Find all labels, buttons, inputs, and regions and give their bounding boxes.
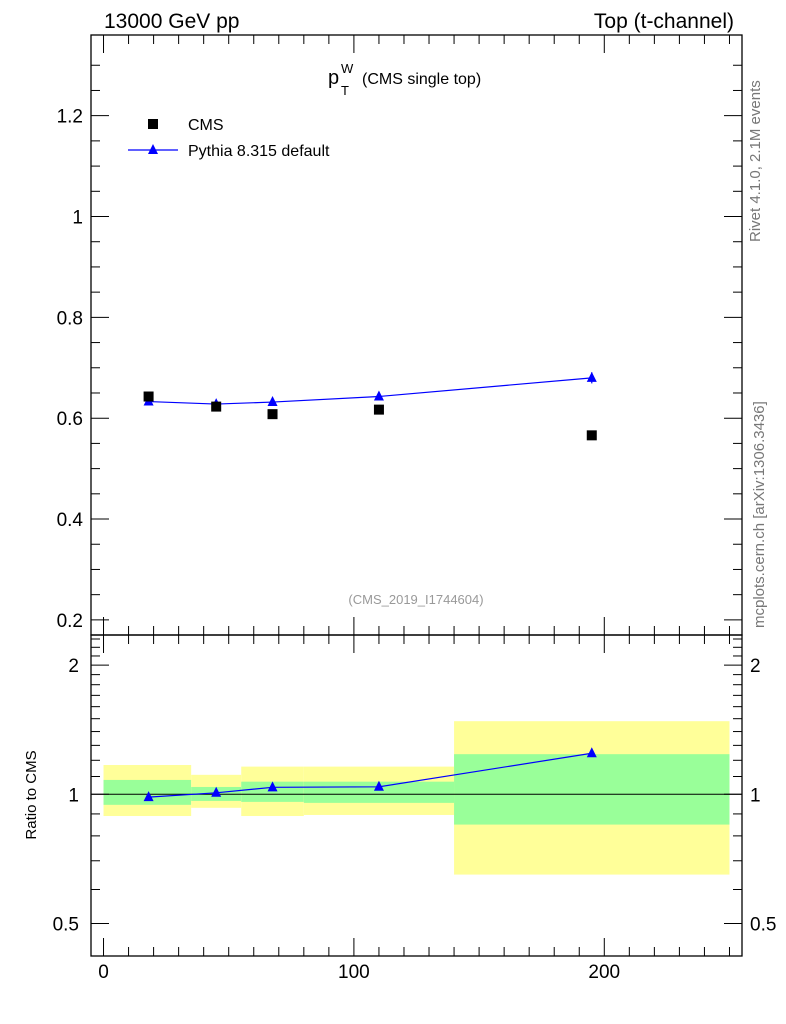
ratio-band-inner — [454, 754, 730, 825]
ratio-xtick-label: 200 — [588, 962, 620, 983]
ratio-ytick-label-right: 0.5 — [750, 914, 776, 935]
plot-title-main: p — [328, 67, 339, 89]
main-ticks — [91, 35, 742, 635]
legend-mc-marker — [148, 144, 158, 154]
main-ytick-label: 0.2 — [57, 611, 83, 632]
source-label: mcplots.cern.ch [arXiv:1306.3436] — [751, 401, 768, 628]
ratio-ytick-label: 1 — [68, 785, 79, 806]
rivet-label: Rivet 4.1.0, 2.1M events — [747, 80, 764, 242]
mc-line — [148, 377, 592, 405]
mc-point — [267, 396, 278, 407]
data-point — [211, 401, 222, 412]
ratio-tick-labels: 0.5 0.5 1 1 2 2 0 100 200 — [53, 656, 777, 983]
plot-title-sub: T — [341, 83, 349, 98]
header-right: Top (t-channel) — [594, 10, 734, 33]
data-point — [586, 430, 597, 441]
mc-point — [586, 371, 597, 382]
ratio-panel: 0.5 0.5 1 1 2 2 0 100 200 Ratio to CMS — [23, 634, 777, 983]
legend-data-marker — [148, 119, 158, 129]
mc-point — [373, 390, 384, 401]
ratio-bands — [103, 721, 730, 875]
header-left: 13000 GeV pp — [104, 10, 239, 33]
data-point — [143, 391, 154, 402]
main-ytick-label: 0.8 — [57, 308, 83, 329]
ratio-mc-point — [586, 747, 597, 758]
ratio-mc-point — [211, 786, 222, 797]
data-series — [143, 391, 597, 441]
ratio-mc-point — [373, 780, 384, 791]
legend-data-label: CMS — [188, 117, 224, 134]
main-ytick-label: 0.6 — [57, 409, 83, 430]
main-tick-labels: 0.2 0.4 0.6 0.8 1 1.2 — [57, 107, 84, 632]
main-ytick-label: 1.2 — [57, 107, 83, 128]
ratio-ytick-label: 2 — [68, 656, 79, 677]
ratio-ytick-label-right: 2 — [750, 656, 761, 677]
ratio-mc-point — [143, 791, 154, 802]
ratio-ylabel: Ratio to CMS — [23, 750, 40, 839]
ratio-ytick-label-right: 1 — [750, 785, 761, 806]
legend-mc-label: Pythia 8.315 default — [188, 143, 330, 160]
main-panel: 0.20.40.60.811.2 p W T (CMS single top) … — [57, 34, 743, 636]
data-point — [267, 409, 278, 420]
reference-label: (CMS_2019_I1744604) — [348, 592, 483, 607]
data-point — [373, 404, 384, 415]
plot-title-sup: W — [341, 61, 354, 76]
main-ytick-label: 1 — [72, 208, 83, 229]
plot-title: p — [328, 67, 339, 89]
ratio-mc-series — [143, 747, 597, 802]
ratio-xtick-label: 0 — [98, 962, 109, 983]
ratio-ticks — [91, 635, 742, 956]
ratio-xtick-label: 100 — [338, 962, 370, 983]
main-ytick-label: 0.4 — [57, 510, 84, 531]
ratio-ytick-label: 0.5 — [53, 914, 79, 935]
ratio-frame — [90, 634, 743, 957]
ratio-mc-point — [267, 781, 278, 792]
plot-title-rest: (CMS single top) — [362, 71, 481, 88]
